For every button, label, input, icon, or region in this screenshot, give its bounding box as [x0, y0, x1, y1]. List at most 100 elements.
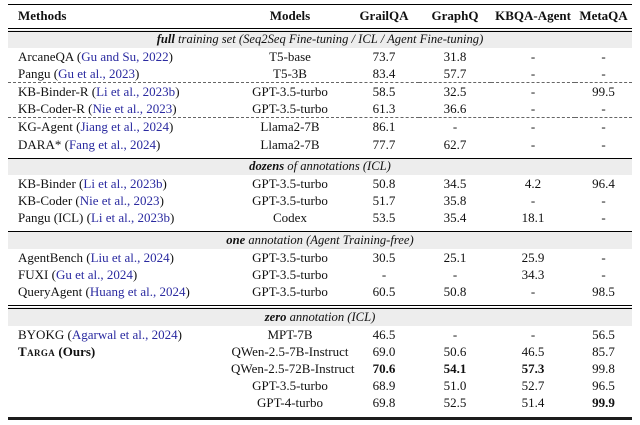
model-name: GPT-3.5-turbo: [231, 100, 349, 119]
citation-link[interactable]: Agarwal et al., 2024: [67, 327, 181, 342]
model-name: Llama2-7B: [260, 136, 320, 152]
col-header-methods: Methods: [8, 4, 231, 32]
model-name: GPT-3.5-turbo: [252, 284, 328, 300]
cell-kbqa-agent: 46.5: [521, 343, 545, 359]
cell-graphq: 25.1: [443, 249, 467, 265]
col-header-metaqa: MetaQA: [575, 4, 632, 32]
citation-link[interactable]: Nie et al., 2023: [88, 101, 176, 116]
cell-kbqa-agent: 4.2: [524, 176, 542, 192]
citation-link[interactable]: Jiang et al., 2024: [76, 119, 173, 134]
cell-graphq: -: [452, 326, 458, 342]
cell-kbqa-agent: -: [530, 136, 536, 152]
section-lead: one: [226, 232, 246, 247]
col-header-graphq: GraphQ: [419, 4, 491, 32]
table-row: GPT-3.5-turbo 68.9 51.0 52.7 96.5: [8, 377, 632, 394]
ours-label: (Ours): [58, 343, 96, 359]
citation-link[interactable]: Li et al., 2023b: [92, 84, 180, 99]
section-rest: annotation (ICL): [289, 309, 376, 324]
section-band-one: one annotation (Agent Training-free): [8, 231, 632, 249]
method-name: KB-Binder: [18, 176, 76, 192]
cell-graphq: 31.8: [443, 49, 467, 65]
citation-link[interactable]: Huang et al., 2024: [86, 284, 190, 299]
cell-graphq: 34.5: [443, 176, 467, 192]
cell-grailqa: 69.0: [372, 343, 396, 359]
table-row: KB-Binder-R Li et al., 2023b GPT-3.5-tur…: [8, 83, 632, 101]
table-row: AgentBench Liu et al., 2024 GPT-3.5-turb…: [8, 249, 632, 266]
cell-grailqa: 58.5: [372, 84, 396, 100]
cell-kbqa-agent: -: [491, 100, 575, 119]
citation-link[interactable]: Li et al., 2023b: [87, 210, 175, 225]
cell-kbqa-agent: -: [530, 84, 536, 100]
table-row: KB-Coder-R Nie et al., 2023 GPT-3.5-turb…: [8, 100, 632, 119]
method-name: QueryAgent: [18, 284, 83, 300]
cell-metaqa: -: [575, 100, 632, 119]
model-name: GPT-4-turbo: [257, 395, 323, 411]
cell-metaqa: 56.5: [592, 326, 615, 342]
model-name: GPT-3.5-turbo: [252, 378, 328, 393]
cell-kbqa-agent: -: [530, 119, 536, 135]
col-header-grailqa: GrailQA: [349, 4, 419, 32]
cell-kbqa-agent: 51.4: [521, 395, 545, 411]
section-lead: dozens: [249, 159, 285, 174]
citation-link[interactable]: Gu et al., 2024: [52, 267, 138, 282]
cell-kbqa-agent: -: [530, 284, 536, 300]
model-name: T5-3B: [231, 65, 349, 84]
citation-link[interactable]: Nie et al., 2023: [75, 193, 163, 208]
cell-graphq: 57.7: [419, 65, 491, 84]
cell-kbqa-agent: 18.1: [521, 210, 545, 226]
col-header-kbqa-agent: KBQA-Agent: [491, 4, 575, 32]
method-name: BYOKG: [18, 326, 65, 342]
cell-graphq: 35.4: [443, 210, 467, 226]
cell-grailqa: 70.6: [372, 360, 396, 376]
cell-grailqa: 86.1: [372, 119, 396, 135]
cell-metaqa: 99.8: [592, 360, 615, 376]
model-name: QWen-2.5-7B-Instruct: [231, 343, 349, 359]
cell-graphq: 50.6: [443, 343, 467, 359]
table-row: QueryAgent Huang et al., 2024 GPT-3.5-tu…: [8, 283, 632, 307]
table-row: GPT-4-turbo 69.8 52.5 51.4 99.9: [8, 394, 632, 419]
method-name: DARA*: [18, 136, 62, 152]
results-table: Methods Models GrailQA GraphQ KBQA-Agent…: [8, 4, 632, 421]
cell-graphq: 50.8: [443, 284, 467, 300]
cell-metaqa: 96.5: [592, 378, 615, 393]
citation-link[interactable]: Li et al., 2023b: [79, 176, 167, 191]
cell-grailqa: 69.8: [372, 395, 396, 411]
table-row-ours: Targa (Ours) QWen-2.5-7B-Instruct 69.0 5…: [8, 343, 632, 360]
cell-metaqa: -: [601, 210, 606, 226]
citation-link[interactable]: Gu et al., 2023: [54, 66, 140, 81]
cell-grailqa: 77.7: [372, 136, 396, 152]
section-lead: full: [156, 32, 175, 47]
col-header-models: Models: [231, 4, 349, 32]
section-lead: zero: [264, 309, 287, 324]
citation-link[interactable]: Liu et al., 2024: [86, 250, 174, 265]
cell-kbqa-agent: -: [530, 193, 536, 209]
cell-metaqa: -: [601, 119, 606, 135]
table-row: DARA* Fang et al., 2024 Llama2-7B 77.7 6…: [8, 136, 632, 159]
header-row: Methods Models GrailQA GraphQ KBQA-Agent…: [8, 4, 632, 32]
method-name: KB-Coder: [18, 193, 73, 209]
cell-metaqa: -: [575, 65, 632, 84]
section-band-dozens: dozens of annotations (ICL): [8, 157, 632, 176]
method-name: KB-Coder-R: [18, 101, 85, 117]
cell-kbqa-agent: 52.7: [521, 378, 545, 393]
citation-link[interactable]: Fang et al., 2024: [65, 137, 161, 152]
section-rest: of annotations (ICL): [287, 159, 391, 174]
cell-metaqa: -: [601, 267, 606, 283]
model-name: GPT-3.5-turbo: [252, 176, 328, 192]
cell-metaqa: -: [601, 249, 606, 265]
model-name: Llama2-7B: [260, 119, 320, 135]
method-name: KG-Agent: [18, 119, 73, 135]
method-name: Targa: [18, 343, 56, 359]
model-name: GPT-3.5-turbo: [252, 193, 328, 209]
model-name: Codex: [273, 210, 307, 226]
cell-metaqa: -: [601, 193, 606, 209]
cell-graphq: 54.1: [443, 360, 467, 376]
cell-metaqa: 96.4: [592, 176, 615, 192]
section-rest: annotation (Agent Training-free): [248, 232, 414, 247]
cell-graphq: -: [452, 119, 458, 135]
method-name: ArcaneQA: [18, 49, 74, 65]
cell-graphq: 35.8: [443, 193, 467, 209]
cell-grailqa: 30.5: [372, 249, 396, 265]
citation-link[interactable]: Gu and Su, 2022: [77, 49, 173, 64]
cell-kbqa-agent: 57.3: [521, 360, 545, 376]
